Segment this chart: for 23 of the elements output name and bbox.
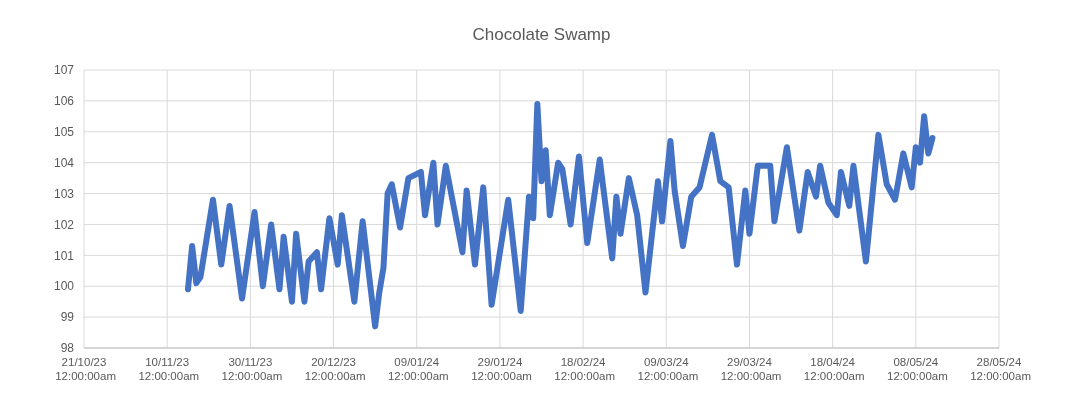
x-tick-label: 18/02/24 12:00:00am — [551, 356, 616, 382]
x-tick-label: 09/01/24 12:00:00am — [384, 356, 449, 382]
y-tick-label: 100 — [53, 279, 75, 294]
x-tick-label: 30/11/23 12:00:00am — [218, 356, 283, 382]
y-tick-label: 103 — [53, 186, 75, 201]
x-tick-label: 08/05/24 12:00:00am — [883, 356, 948, 382]
y-tick-label: 98 — [60, 341, 75, 356]
y-tick-label: 105 — [53, 124, 75, 139]
y-tick-label: 99 — [60, 310, 75, 325]
y-tick-label: 104 — [53, 155, 75, 170]
y-tick-label: 102 — [53, 217, 75, 232]
x-tick-label: 20/12/23 12:00:00am — [301, 356, 366, 382]
x-tick-label: 10/11/23 12:00:00am — [135, 356, 200, 382]
x-tick-label: 18/04/24 12:00:00am — [800, 356, 865, 382]
y-tick-label: 107 — [53, 63, 75, 78]
x-tick-label: 09/03/24 12:00:00am — [634, 356, 699, 382]
x-tick-label: 21/10/23 12:00:00am — [52, 356, 116, 382]
x-tick-label: 29/03/24 12:00:00am — [717, 356, 782, 382]
y-tick-label: 106 — [53, 94, 75, 109]
y-tick-label: 101 — [53, 248, 75, 263]
x-tick-label: 29/01/24 12:00:00am — [467, 356, 532, 382]
x-tick-label: 28/05/24 12:00:00am — [967, 356, 1031, 382]
chart-title: Chocolate Swamp — [472, 25, 611, 44]
